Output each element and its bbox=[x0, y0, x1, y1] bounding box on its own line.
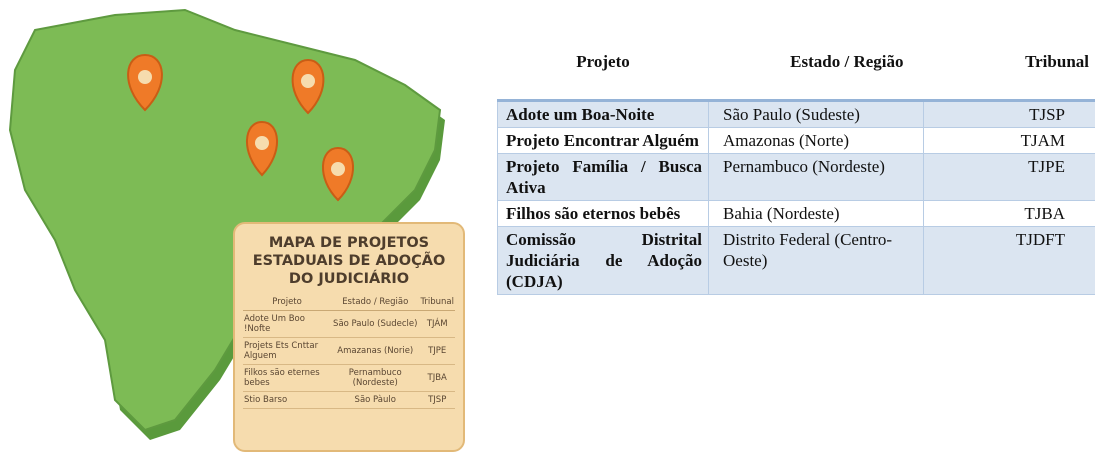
card-title: MAPA DE PROJETOS ESTADUAIS DE ADOÇÃO DO … bbox=[252, 235, 446, 287]
table-row: Adote um Boa-Noite São Paulo (Sudeste) TJS… bbox=[497, 100, 1095, 128]
card-cell: Adote Um Boo !Nofte bbox=[243, 310, 332, 338]
map-illustration bbox=[8, 8, 445, 440]
table-row: Filhos são eternos bebês Bahia (Nordeste)… bbox=[497, 200, 1095, 227]
card-cell: TJBA bbox=[419, 364, 455, 392]
table-cell: Pernambuco (Nordeste) bbox=[708, 153, 924, 201]
card-row: Stio Barso São Pàulo TJSP bbox=[243, 391, 455, 409]
card-cell: Projets Ets Cnttar Alguem bbox=[243, 337, 332, 365]
card-table: Projeto Estado / Região Tribunal Adote U… bbox=[243, 294, 455, 409]
card-header: Projeto bbox=[243, 294, 332, 311]
pin-holes bbox=[138, 70, 345, 176]
table-cell: Comissão Distrital Judiciária de Adoção … bbox=[497, 226, 709, 295]
card-header: Tribunal bbox=[419, 294, 455, 311]
header-cell: Tribunal bbox=[923, 52, 1095, 102]
map-card: MAPA DE PROJETOS ESTADUAIS DE ADOÇÃO DO … bbox=[233, 222, 465, 452]
table-cell: São Paulo (Sudeste) bbox=[708, 100, 924, 128]
table-cell: Amazonas (Norte) bbox=[708, 127, 924, 154]
table-cell: TJAM bbox=[923, 127, 1095, 154]
table-cell: Bahia (Nordeste) bbox=[708, 200, 924, 227]
table-cell: Projeto Família / Busca Ativa bbox=[497, 153, 709, 201]
card-cell: Amazanas (Norie) bbox=[331, 337, 420, 365]
table-row: Projeto Encontrar Alguém Amazonas (Norte)… bbox=[497, 127, 1095, 154]
card-cell: São Paulo (Sudecle) bbox=[331, 310, 420, 338]
table-cell: Projeto Encontrar Alguém bbox=[497, 127, 709, 154]
projects-table: Projeto Estado / Região Tribunal Adote u… bbox=[497, 52, 1095, 295]
card-header: Estado / Região bbox=[331, 294, 420, 311]
card-cell: TJSP bbox=[419, 391, 455, 409]
table-cell: TJPE bbox=[923, 153, 1095, 201]
table-cell: TJSP bbox=[923, 100, 1095, 128]
header-cell: Projeto bbox=[497, 52, 709, 102]
table-cell: Adote um Boa-Noite bbox=[497, 100, 709, 128]
table-cell: TJDFT bbox=[923, 226, 1095, 295]
card-row: Projets Ets Cnttar Alguem Amazanas (Norie… bbox=[243, 337, 455, 365]
table-row: Comissão Distrital Judiciária de Adoção … bbox=[497, 226, 1095, 295]
table-row: Projeto Família / Busca Ativa Pernambuco … bbox=[497, 153, 1095, 201]
card-cell: São Pàulo bbox=[331, 391, 420, 409]
card-row: Adote Um Boo !Nofte São Paulo (Sudecle) TJ… bbox=[243, 310, 455, 338]
table-cell: TJBA bbox=[923, 200, 1095, 227]
card-cell: Stio Barso bbox=[243, 391, 332, 409]
card-cell: TJÁM bbox=[419, 310, 455, 338]
table-cell: Distrito Federal (Centro-Oeste) bbox=[708, 226, 924, 295]
card-cell: Filkos são eternes bebes bbox=[243, 364, 332, 392]
pins bbox=[127, 53, 354, 202]
table-cell: Filhos são eternos bebês bbox=[497, 200, 709, 227]
card-cell: Pernambuco (Nordeste) bbox=[331, 364, 420, 392]
card-cell: TJPE bbox=[419, 337, 455, 365]
card-row: Filkos são eternes bebes Pernambuco (Nord… bbox=[243, 364, 455, 392]
header-cell: Estado / Região bbox=[708, 52, 924, 102]
